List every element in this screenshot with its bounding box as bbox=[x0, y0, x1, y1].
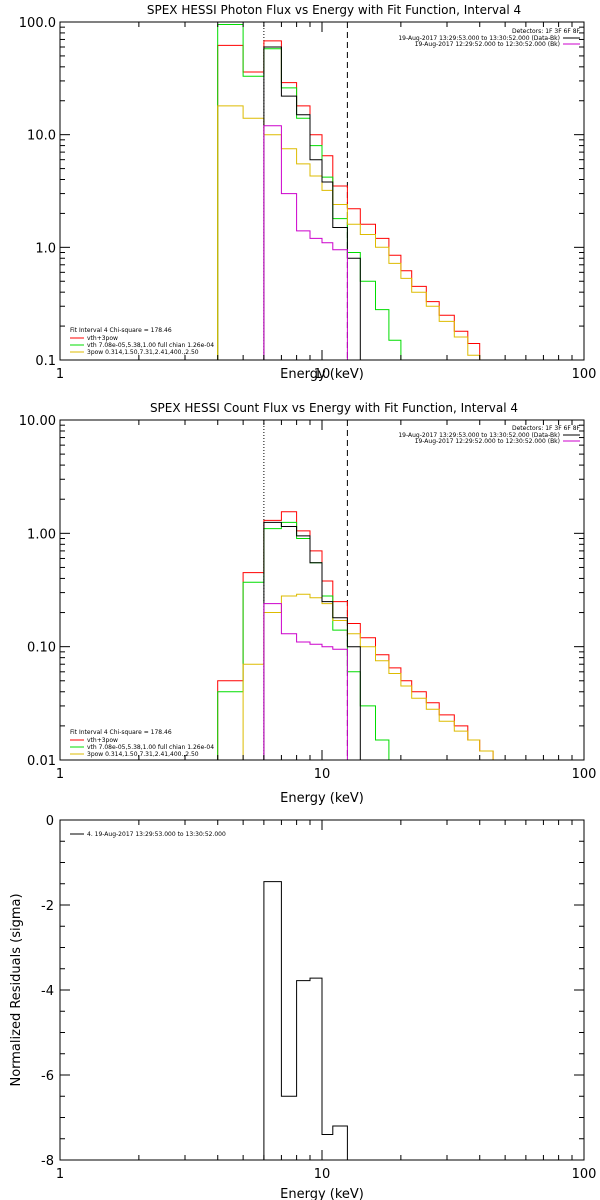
count-flux-fit-label-red: vth+3pow bbox=[87, 737, 118, 744]
residuals-ticks: 1 10 100 -8 -6 -4 -2 0 bbox=[41, 814, 596, 1182]
photon-flux-fit-header: Fit Interval 4 Chi-square = 178.46 bbox=[70, 327, 172, 334]
y-tick-label: 1.0 bbox=[35, 241, 56, 256]
photon-flux-legend-detectors: Detectors: 1F 3F 6F 8F bbox=[512, 28, 581, 35]
residuals-ylabel: Normalized Residuals (sigma) bbox=[9, 893, 24, 1086]
series-green-thermal-fit bbox=[217, 521, 506, 760]
series-red-total-fit bbox=[217, 40, 481, 360]
count-flux-legend-top: Detectors: 1F 3F 6F 8F 19-Aug-2017 13:29… bbox=[398, 425, 580, 445]
series-group bbox=[263, 881, 348, 1160]
photon-flux-fit-label-yellow: 3pow 0.314,1.50,7.31,2.41,400.,2.50 bbox=[87, 349, 199, 356]
photon-flux-legend-fit: Fit Interval 4 Chi-square = 178.46 vth+3… bbox=[70, 327, 214, 356]
count-flux-fit-label-green: vth 7.08e-05,5.38,1.00 full chian 1.26e-… bbox=[87, 744, 214, 751]
photon-flux-legend-data: 19-Aug-2017 13:29:53.000 to 13:30:52.000… bbox=[398, 35, 560, 42]
photon-flux-xlabel: Energy (keV) bbox=[280, 367, 364, 382]
photon-flux-legend-top: Detectors: 1F 3F 6F 8F 19-Aug-2017 13:29… bbox=[398, 28, 580, 48]
series-group bbox=[217, 420, 506, 760]
x-tick-label: 10 bbox=[314, 767, 331, 782]
count-flux-panel: SPEX HESSI Count Flux vs Energy with Fit… bbox=[19, 401, 597, 806]
photon-flux-plot-area bbox=[217, 22, 481, 360]
x-tick-label: 1 bbox=[56, 767, 64, 782]
series-green-thermal-fit bbox=[217, 24, 480, 360]
count-flux-xlabel: Energy (keV) bbox=[280, 791, 364, 806]
residuals-plot-area bbox=[263, 881, 348, 1160]
photon-flux-panel: SPEX HESSI Photon Flux vs Energy with Fi… bbox=[19, 3, 597, 382]
series-black-data bbox=[263, 521, 361, 760]
y-tick-label: -2 bbox=[41, 899, 54, 914]
count-flux-legend-detectors: Detectors: 1F 3F 6F 8F bbox=[512, 425, 581, 432]
y-tick-label: -8 bbox=[41, 1154, 54, 1169]
y-tick-label: 0.1 bbox=[35, 354, 56, 369]
y-tick-label: -4 bbox=[41, 984, 54, 999]
x-tick-label: 1 bbox=[56, 1167, 64, 1182]
y-tick-label: 10.0 bbox=[27, 129, 56, 144]
series-group bbox=[217, 22, 481, 360]
series-magenta-background bbox=[263, 603, 348, 760]
series-yellow-power-law-fit bbox=[217, 105, 481, 360]
x-tick-label: 1 bbox=[56, 367, 64, 382]
count-flux-fit-header: Fit Interval 4 Chi-square = 178.46 bbox=[70, 729, 172, 736]
photon-flux-axes-box bbox=[59, 21, 585, 361]
residuals-xlabel: Energy (keV) bbox=[280, 1187, 364, 1200]
series-black-data bbox=[263, 881, 348, 1160]
count-flux-fit-label-yellow: 3pow 0.314,1.50,7.31,2.41,400.,2.50 bbox=[87, 751, 199, 758]
x-tick-label: 100 bbox=[572, 767, 597, 782]
series-black-data bbox=[263, 46, 361, 360]
y-tick-label: 1.00 bbox=[27, 527, 56, 542]
x-tick-label: 10 bbox=[314, 367, 331, 382]
photon-flux-ticks: 1 10 100 0.1 1.0 10.0 100.0 bbox=[19, 16, 597, 382]
count-flux-legend-bk: 19-Aug-2017 12:29:52.000 to 12:30:52.000… bbox=[415, 438, 560, 445]
photon-flux-fit-label-green: vth 7.08e-05,5.38,1.00 full chian 1.26e-… bbox=[87, 342, 214, 349]
residuals-legend-label: 4. 19-Aug-2017 13:29:53.000 to 13:30:52.… bbox=[87, 831, 226, 838]
residuals-panel: 1 10 100 -8 -6 -4 -2 0 Energy (keV) Normalized … bbox=[9, 814, 596, 1200]
series-magenta-background bbox=[263, 125, 348, 360]
x-tick-label: 100 bbox=[572, 367, 597, 382]
photon-flux-fit-label-red: vth+3pow bbox=[87, 335, 118, 342]
count-flux-ticks: 1 10 100 0.01 0.10 1.00 10.00 bbox=[19, 414, 597, 782]
y-tick-label: -6 bbox=[41, 1069, 54, 1084]
y-tick-label: 0.10 bbox=[27, 641, 56, 656]
y-tick-label: 100.0 bbox=[19, 16, 56, 31]
residuals-legend: 4. 19-Aug-2017 13:29:53.000 to 13:30:52.… bbox=[70, 831, 226, 838]
photon-flux-legend-bk: 19-Aug-2017 12:29:52.000 to 12:30:52.000… bbox=[415, 41, 560, 48]
count-flux-title: SPEX HESSI Count Flux vs Energy with Fit… bbox=[150, 401, 518, 415]
count-flux-plot-area bbox=[217, 420, 506, 760]
y-tick-label: 0 bbox=[46, 814, 54, 829]
x-tick-label: 10 bbox=[314, 1167, 331, 1182]
y-tick-label: 10.00 bbox=[19, 414, 56, 429]
x-tick-label: 100 bbox=[572, 1167, 597, 1182]
count-flux-legend-fit: Fit Interval 4 Chi-square = 178.46 vth+3… bbox=[70, 729, 214, 758]
count-flux-legend-data: 19-Aug-2017 13:29:53.000 to 13:30:52.000… bbox=[398, 432, 560, 439]
y-tick-label: 0.01 bbox=[27, 754, 56, 769]
series-yellow-power-law-fit bbox=[217, 593, 506, 760]
photon-flux-title: SPEX HESSI Photon Flux vs Energy with Fi… bbox=[147, 3, 521, 17]
series-red-total-fit bbox=[217, 511, 506, 760]
